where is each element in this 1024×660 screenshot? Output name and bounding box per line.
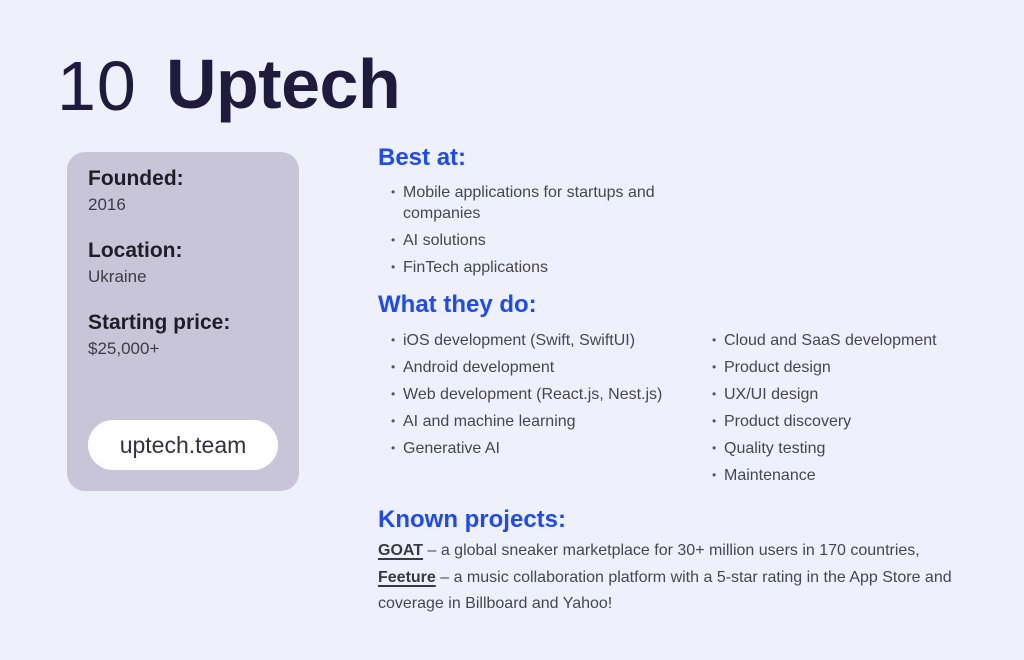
list-item: • Android development — [391, 357, 665, 378]
list-item-label: UX/UI design — [724, 386, 819, 403]
bullet-icon: • — [391, 387, 396, 401]
what-they-do-heading: What they do: — [378, 291, 537, 318]
list-item: • Cloud and SaaS development — [712, 330, 962, 351]
project-link-feeture[interactable]: Feeture — [378, 568, 436, 586]
list-item: • AI solutions — [391, 230, 686, 251]
starting-price-value: $25,000+ — [88, 339, 160, 358]
known-projects-heading: Known projects: — [378, 506, 567, 533]
bullet-icon: • — [391, 260, 396, 274]
company-info-card: Founded: 2016 Location: Ukraine Starting… — [67, 152, 299, 491]
project-feeture-description: – a music collaboration platform with a … — [378, 568, 952, 613]
project-goat-description: – a global sneaker marketplace for 30+ m… — [423, 542, 920, 559]
list-item-label: Cloud and SaaS development — [724, 332, 937, 349]
list-item-label: Product discovery — [724, 413, 852, 430]
list-item: • Web development (React.js, Nest.js) — [391, 384, 665, 405]
list-item: • UX/UI design — [712, 384, 962, 405]
list-item: • FinTech applications — [391, 257, 686, 278]
founded-value: 2016 — [88, 195, 126, 214]
bullet-icon: • — [391, 185, 396, 199]
list-item-label: AI and machine learning — [403, 413, 576, 430]
bullet-icon: • — [712, 333, 717, 347]
project-link-goat[interactable]: GOAT — [378, 542, 424, 559]
list-item: • iOS development (Swift, SwiftUI) — [391, 330, 665, 351]
founded-label: Founded: — [88, 167, 184, 190]
list-item: • Generative AI — [391, 438, 665, 459]
bullet-icon: • — [391, 441, 396, 455]
bullet-icon: • — [391, 333, 396, 347]
list-item-label: Web development (React.js, Nest.js) — [403, 386, 663, 403]
list-item: • Mobile applications for startups and c… — [391, 182, 686, 224]
list-item-label: FinTech applications — [403, 259, 548, 276]
list-item-label: iOS development (Swift, SwiftUI) — [403, 332, 636, 349]
list-item-label: Generative AI — [403, 440, 500, 457]
location-value: Ukraine — [88, 267, 147, 286]
rank-number: 10 — [57, 47, 137, 125]
bullet-icon: • — [391, 414, 396, 428]
list-item: • Quality testing — [712, 438, 962, 459]
starting-price-label: Starting price: — [88, 311, 231, 334]
bullet-icon: • — [391, 233, 396, 247]
list-item-label: AI solutions — [403, 232, 486, 249]
list-item-label: Product design — [724, 359, 831, 376]
bullet-icon: • — [391, 360, 396, 374]
what-they-do-columns: • iOS development (Swift, SwiftUI) • And… — [391, 330, 962, 492]
what-they-do-column-1: • iOS development (Swift, SwiftUI) • And… — [391, 330, 665, 492]
best-at-heading: Best at: — [378, 144, 467, 171]
list-item: • Maintenance — [712, 465, 962, 486]
bullet-icon: • — [712, 441, 717, 455]
list-item-label: Maintenance — [724, 467, 816, 484]
list-item-label: Quality testing — [724, 440, 826, 457]
website-button[interactable]: uptech.team — [88, 420, 278, 470]
location-label: Location: — [88, 239, 183, 262]
list-item-label: Android development — [403, 359, 555, 376]
list-item-label: Mobile applications for startups and com… — [403, 184, 655, 222]
bullet-icon: • — [712, 468, 717, 482]
bullet-icon: • — [712, 414, 717, 428]
page-title: Uptech — [166, 45, 401, 123]
best-at-list: • Mobile applications for startups and c… — [391, 182, 686, 284]
list-item: • AI and machine learning — [391, 411, 665, 432]
what-they-do-column-2: • Cloud and SaaS development • Product d… — [712, 330, 962, 492]
known-projects-paragraph: GOAT – a global sneaker marketplace for … — [378, 538, 956, 618]
bullet-icon: • — [712, 387, 717, 401]
list-item: • Product discovery — [712, 411, 962, 432]
list-item: • Product design — [712, 357, 962, 378]
bullet-icon: • — [712, 360, 717, 374]
